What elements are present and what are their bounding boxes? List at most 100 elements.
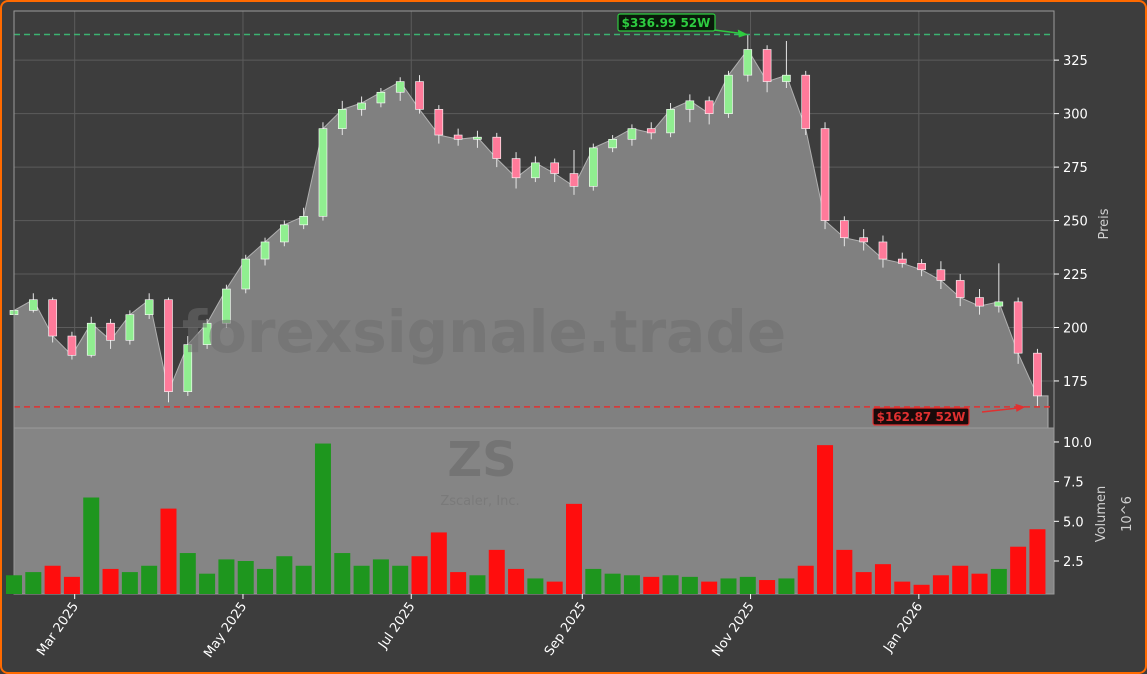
candle — [782, 40, 791, 88]
candle-body — [569, 173, 579, 187]
volume-bar — [643, 576, 660, 594]
candle-body — [48, 299, 57, 337]
candle-body — [704, 100, 714, 114]
candle — [164, 297, 173, 403]
candle — [840, 216, 849, 247]
candle — [994, 263, 1004, 313]
watermark-company: Zscaler, Inc. — [440, 494, 519, 509]
candle — [589, 143, 598, 191]
y-tick-label: 250 — [1063, 215, 1088, 230]
y-tick-label: 325 — [1063, 54, 1088, 69]
volume-bar — [63, 576, 80, 594]
volume-bar — [141, 565, 158, 594]
candle — [67, 331, 77, 360]
volume-bar — [276, 556, 293, 594]
candle — [1033, 348, 1042, 407]
volume-bar — [469, 575, 486, 594]
candle — [453, 128, 463, 146]
x-tick-label: Nov 2025 — [710, 600, 758, 660]
candle-body — [531, 162, 540, 179]
volume-bar — [546, 581, 563, 594]
volume-bar — [314, 443, 331, 594]
y-tick-label: 200 — [1063, 321, 1088, 336]
candle-body — [936, 269, 946, 281]
volume-bar — [971, 573, 988, 594]
candle-body — [801, 74, 811, 129]
candle-body — [357, 102, 366, 110]
volume-bar — [1029, 529, 1046, 594]
volume-bar — [430, 532, 447, 594]
candle-body — [762, 49, 772, 82]
candle — [357, 96, 366, 116]
candle-body — [241, 258, 251, 290]
candle — [762, 45, 772, 93]
candle — [106, 318, 115, 349]
volume-bar — [450, 572, 467, 594]
volume-bar — [237, 560, 254, 594]
candle — [183, 336, 193, 396]
candle — [222, 284, 231, 328]
price-axis-label: Preis — [1097, 208, 1112, 239]
candle-body — [280, 224, 289, 243]
price-area — [13, 48, 1049, 429]
volume-bar — [6, 575, 22, 594]
candle-body — [511, 158, 521, 179]
candle — [859, 229, 868, 251]
watermark-ticker: ZS — [447, 432, 516, 488]
y-tick-label: 275 — [1063, 161, 1088, 176]
candle — [318, 122, 328, 221]
watermark-site: forexsignale.trade — [182, 298, 786, 366]
x-tick-label: Mar 2025 — [34, 600, 82, 659]
candle — [415, 75, 424, 114]
candle — [646, 122, 656, 140]
volume-bar — [508, 568, 525, 594]
y-tick-label: 300 — [1063, 108, 1088, 123]
candle-body — [975, 297, 984, 307]
volume-panel: 2.5 5.0 7.5 10.0 Mar 2025 May 2025 Jul 2025 Sep… — [6, 427, 1092, 661]
volume-bar — [102, 568, 119, 594]
candle-body — [164, 299, 173, 392]
candle — [241, 254, 251, 294]
candle — [666, 102, 675, 138]
volume-bar — [257, 568, 274, 594]
candle-body — [183, 344, 193, 392]
volume-bar — [855, 572, 872, 594]
volume-bar — [179, 553, 196, 594]
volume-bar — [488, 549, 505, 594]
candle — [1013, 297, 1023, 364]
volume-bar — [662, 575, 679, 594]
volume-bar — [83, 497, 100, 594]
volume-bar — [681, 576, 698, 594]
candle — [955, 274, 965, 307]
volume-bar — [353, 565, 370, 594]
candle — [550, 158, 559, 183]
volume-bar — [295, 565, 312, 594]
candle — [125, 310, 135, 345]
candle-body — [376, 91, 386, 104]
candle-body — [955, 280, 965, 298]
candle — [936, 261, 946, 289]
volume-bar — [604, 573, 621, 594]
x-tick-label: Sep 2025 — [542, 600, 590, 659]
y-tick-label: 175 — [1063, 375, 1088, 390]
volume-tick-label: 7.5 — [1063, 476, 1084, 491]
volume-bar — [566, 503, 582, 594]
volume-bar — [334, 553, 351, 594]
volume-bar — [121, 572, 138, 594]
volume-axis-label: Volumen — [1094, 486, 1109, 543]
volume-bar — [778, 578, 795, 594]
candle — [260, 237, 270, 266]
volume-bar — [527, 578, 544, 594]
volume-tick-label: 10.0 — [1063, 436, 1092, 451]
volume-bar — [585, 568, 602, 594]
candle — [299, 207, 308, 230]
candle — [280, 220, 289, 247]
volume-axis-unit: 10^6 — [1120, 496, 1135, 532]
candle-body — [550, 162, 559, 174]
candle-body — [840, 220, 849, 238]
candle-body — [415, 81, 424, 110]
volume-bar — [874, 564, 891, 594]
candle — [395, 77, 405, 101]
